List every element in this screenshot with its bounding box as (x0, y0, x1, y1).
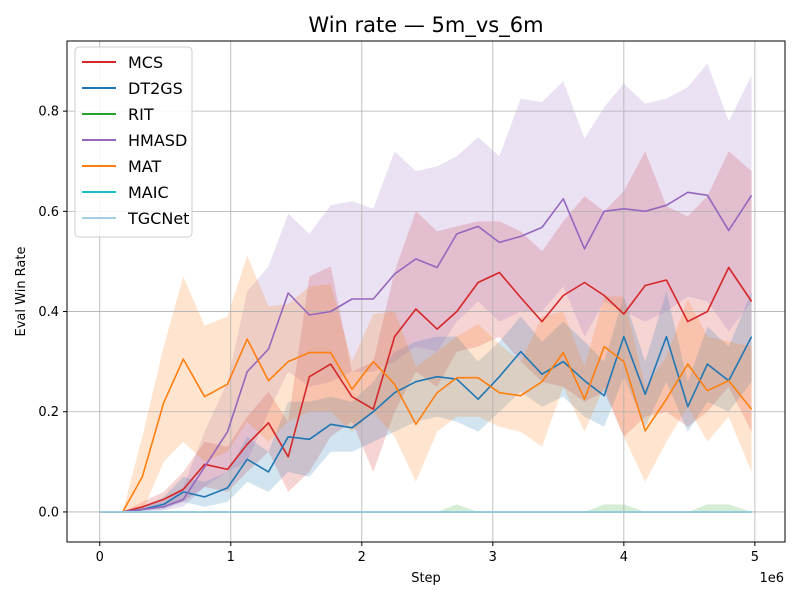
band-dt2gs (99, 291, 752, 512)
x-tick-label: 2 (358, 550, 366, 565)
y-tick-label: 0.2 (38, 405, 59, 420)
legend-label-tgcnet: TGCNet (127, 209, 189, 228)
legend-box (74, 46, 193, 238)
band-rit (99, 504, 752, 512)
y-tick-label: 0.6 (38, 205, 59, 220)
line-dt2gs (99, 335, 753, 513)
line-mat (99, 338, 753, 513)
series-lines (99, 191, 753, 513)
y-axis-ticks: 0.0 0.2 0.4 0.6 0.8 (38, 105, 67, 520)
x-axis-offset-label: 1e6 (759, 571, 784, 586)
legend-label-mcs: MCS (128, 53, 163, 72)
y-tick-label: 0.8 (38, 105, 59, 120)
line-mcs (99, 266, 753, 513)
legend-label-maic: MAIC (128, 183, 169, 202)
y-tick-label: 0.4 (38, 305, 59, 320)
x-tick-label: 4 (620, 550, 628, 565)
x-axis-label: Step (411, 571, 441, 586)
confidence-bands (99, 63, 752, 512)
legend-label-mat: MAT (128, 157, 162, 176)
chart-title: Win rate — 5m_vs_6m (308, 13, 543, 38)
y-axis-label: Eval Win Rate (14, 247, 29, 337)
legend: MCS DT2GS RIT HMASD MAT MAIC TGCNet (74, 46, 193, 238)
legend-label-rit: RIT (128, 105, 154, 124)
band-hmasd (99, 63, 752, 512)
x-tick-label: 1 (227, 550, 235, 565)
y-tick-label: 0.0 (38, 505, 59, 520)
x-axis-ticks: 0 1 2 3 4 5 (96, 542, 759, 565)
band-mat (99, 255, 752, 512)
x-tick-label: 0 (96, 550, 104, 565)
line-hmasd (99, 191, 753, 513)
legend-label-hmasd: HMASD (128, 131, 187, 150)
x-tick-label: 3 (489, 550, 497, 565)
legend-label-dt2gs: DT2GS (128, 79, 183, 98)
plot-frame (66, 40, 786, 543)
x-tick-label: 5 (751, 550, 759, 565)
